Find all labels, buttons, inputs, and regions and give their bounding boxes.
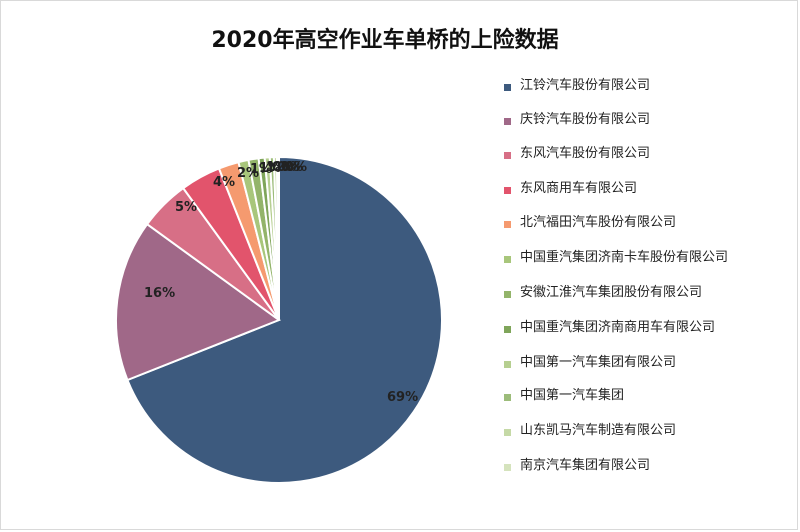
slice-data-label: 0% — [281, 160, 303, 175]
slice-data-label: 4% — [213, 175, 235, 190]
legend-swatch — [504, 291, 511, 298]
legend-label: 南京汽车集团有限公司 — [520, 458, 651, 473]
legend-label: 东风商用车有限公司 — [520, 181, 638, 196]
legend-label: 庆铃汽车股份有限公司 — [520, 112, 651, 127]
legend-label: 中国第一汽车集团有限公司 — [520, 355, 677, 370]
slice-data-label: 0% — [277, 160, 299, 175]
slice-data-label: 1% — [266, 160, 288, 175]
slice-data-label: 5% — [175, 200, 197, 215]
legend-label: 安徽江淮汽车集团股份有限公司 — [520, 285, 703, 300]
pie-slice — [126, 155, 443, 484]
slice-data-label: 69% — [387, 390, 418, 405]
legend-swatch — [504, 118, 511, 125]
legend-label: 东风汽车股份有限公司 — [520, 146, 651, 161]
legend-swatch — [504, 361, 511, 368]
legend-label: 山东凯马汽车制造有限公司 — [520, 423, 677, 438]
legend-swatch — [504, 256, 511, 263]
legend-label: 北汽福田汽车股份有限公司 — [520, 215, 677, 230]
legend-label: 中国第一汽车集团 — [520, 388, 625, 403]
slice-data-label: 0% — [285, 160, 307, 175]
legend-swatch — [504, 464, 511, 471]
chart-title: 2020年高空作业车单桥的上险数据 — [211, 28, 559, 53]
pie-slice — [275, 155, 280, 321]
legend-swatch — [504, 394, 511, 401]
slice-data-label: 16% — [144, 286, 175, 301]
legend-label: 江铃汽车股份有限公司 — [520, 78, 651, 93]
legend-swatch — [504, 84, 511, 91]
slice-data-label: 1% — [259, 161, 281, 176]
slice-data-label: 0% — [272, 160, 294, 175]
slice-data-label: 2% — [237, 166, 259, 181]
legend-label: 中国重汽集团济南卡车股份有限公司 — [520, 250, 729, 265]
pie-slice — [115, 222, 282, 382]
legend-swatch — [504, 326, 511, 333]
legend-label: 中国重汽集团济南商用车有限公司 — [520, 320, 716, 335]
legend-swatch — [504, 221, 511, 228]
legend-swatch — [504, 152, 511, 159]
slice-data-label: 1% — [250, 162, 272, 177]
legend-swatch — [504, 429, 511, 436]
legend-swatch — [504, 187, 511, 194]
